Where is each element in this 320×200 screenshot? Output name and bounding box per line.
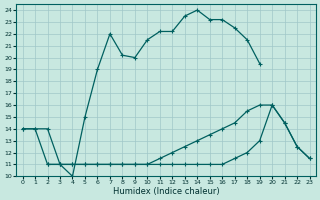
X-axis label: Humidex (Indice chaleur): Humidex (Indice chaleur) — [113, 187, 220, 196]
